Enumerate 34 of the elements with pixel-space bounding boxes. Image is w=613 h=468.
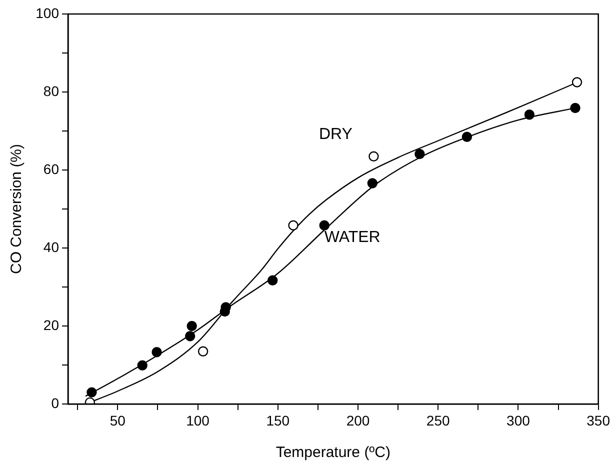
x-tick-label: 50 <box>110 412 126 428</box>
x-tick-label: 300 <box>506 412 530 428</box>
x-tick-label: 150 <box>266 412 290 428</box>
x-tick-label: 100 <box>186 412 210 428</box>
point <box>186 320 197 332</box>
series-label: DRY <box>318 126 353 143</box>
point <box>268 275 278 286</box>
y-tick-label: 80 <box>43 82 60 99</box>
y-tick-label: 20 <box>43 316 60 333</box>
point <box>368 151 379 162</box>
y-axis-title: CO Conversion (%) <box>8 144 26 274</box>
point <box>462 132 472 142</box>
x-axis-title: Temperature (ºC) <box>276 444 391 462</box>
point <box>152 347 162 358</box>
y-tick-label: 100 <box>36 4 60 21</box>
point <box>524 110 535 120</box>
point <box>367 178 378 188</box>
point <box>288 220 298 230</box>
x-tick-label: 200 <box>346 412 370 428</box>
point <box>570 102 580 114</box>
y-tick-label: 0 <box>51 394 60 411</box>
point <box>86 387 97 398</box>
point <box>414 148 425 160</box>
y-tick-label: 60 <box>43 160 60 177</box>
point <box>572 77 582 88</box>
point <box>137 360 148 370</box>
x-tick-label: 350 <box>586 412 610 428</box>
x-tick-label: 250 <box>426 412 450 428</box>
point <box>198 346 208 356</box>
point <box>319 220 330 230</box>
y-tick-label: 40 <box>43 238 60 255</box>
series-label: WATER <box>324 228 380 246</box>
point <box>184 331 196 342</box>
point <box>220 302 231 312</box>
